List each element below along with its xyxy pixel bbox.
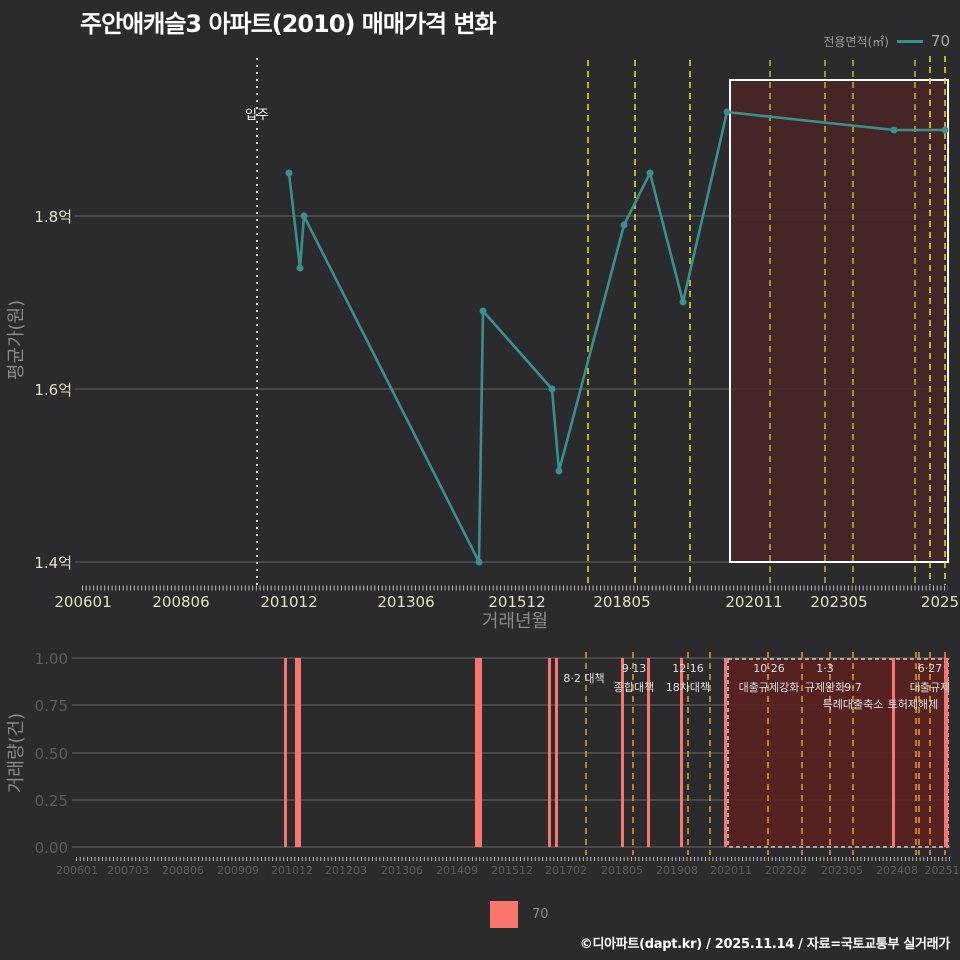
source-credit: ©디아파트(dapt.kr) / 2025.11.14 / 자료=국토교통부 실… [579,937,951,952]
volume-y-labels: 1.00 0.75 0.50 0.25 0.00 [35,650,68,857]
svg-text:0.50: 0.50 [35,745,68,763]
svg-text:202408: 202408 [876,864,918,877]
volume-chart: 8·2 대책 9·13 종합대책 12·16 18차대책 10·26 대출규제강… [6,650,960,877]
svg-text:202202: 202202 [765,864,807,877]
svg-text:201512: 201512 [488,593,545,611]
svg-text:202011: 202011 [725,593,782,611]
chart-title: 주안애캐슬3 아파트(2010) 매매가격 변화 [80,10,497,38]
price-x-axis-title: 거래년월 [482,611,548,632]
svg-text:2025: 2025 [921,593,959,611]
policy-lines [587,56,946,585]
svg-text:8·2 대책: 8·2 대책 [563,672,604,685]
y-tick-1-4: 1.4억 [34,554,72,572]
legend-series-label: 70 [930,32,950,50]
price-points [285,108,949,566]
svg-text:토허제해제: 토허제해제 [888,697,939,711]
price-y-ticks [75,215,80,563]
svg-text:대출규제강화: 대출규제강화 [739,681,800,694]
legend-title: 전용면적(㎡) [823,34,889,49]
svg-text:200806: 200806 [162,864,204,877]
svg-text:200601: 200601 [56,864,98,877]
svg-text:특례대출축소: 특례대출축소 [823,698,884,711]
price-y-axis-title: 평균가(원) [6,300,27,380]
svg-text:20251: 20251 [925,864,960,877]
legend-bottom-label: 70 [532,907,549,922]
y-tick-1-6: 1.6억 [34,381,72,399]
legend-bottom: 70 [490,901,549,928]
svg-text:0.75: 0.75 [35,697,68,715]
move-in-label: 입주 [245,108,269,123]
svg-text:201203: 201203 [325,864,367,877]
y-tick-1-8: 1.8억 [34,208,72,226]
legend-bar-swatch-icon [490,901,518,928]
svg-text:18차대책: 18차대책 [666,681,710,694]
svg-text:201805: 201805 [593,593,650,611]
svg-text:202305: 202305 [810,593,867,611]
svg-text:202305: 202305 [821,864,863,877]
svg-text:201805: 201805 [601,864,643,877]
svg-text:201012: 201012 [260,593,317,611]
volume-y-axis-title: 거래량(건) [6,713,27,793]
volume-highlight [727,658,949,848]
svg-text:201306: 201306 [381,864,423,877]
svg-text:0.00: 0.00 [35,839,68,857]
svg-text:201702: 201702 [545,864,587,877]
legend-top: 전용면적(㎡) 70 [823,32,950,50]
svg-text:201512: 201512 [491,864,533,877]
svg-text:0.25: 0.25 [35,792,68,810]
svg-text:1.00: 1.00 [35,650,68,668]
svg-text:200806: 200806 [152,593,209,611]
svg-text:200601: 200601 [54,593,111,611]
svg-text:9·7: 9·7 [844,681,862,694]
svg-text:1·3: 1·3 [816,662,834,675]
svg-text:201012: 201012 [271,864,313,877]
svg-text:200909: 200909 [217,864,259,877]
price-chart: 입주 1.8억 1.6억 1.4억 평균가(원) 200601 200806 2… [6,56,959,632]
legend-line-swatch-icon [896,39,923,43]
policy-annotations: 8·2 대책 9·13 종합대책 12·16 18차대책 10·26 대출규제강… [563,662,950,711]
svg-text:10·26: 10·26 [753,662,785,675]
svg-text:규제완화: 규제완화 [805,681,845,694]
volume-x-labels: 200601 200703 200806 200909 201012 20120… [56,864,960,877]
price-x-labels: 200601 200806 201012 201306 201512 20180… [54,593,959,611]
recent-period-highlight [729,79,949,563]
svg-text:대출규제: 대출규제 [910,681,950,694]
volume-bars [284,658,948,847]
svg-text:201908: 201908 [656,864,698,877]
svg-text:6·27: 6·27 [918,662,943,675]
svg-text:200703: 200703 [107,864,149,877]
svg-text:202011: 202011 [710,864,752,877]
svg-text:201409: 201409 [436,864,478,877]
svg-text:12·16: 12·16 [672,662,704,675]
svg-text:종합대책: 종합대책 [614,681,654,694]
svg-text:201306: 201306 [377,593,434,611]
svg-text:9·13: 9·13 [622,662,647,675]
